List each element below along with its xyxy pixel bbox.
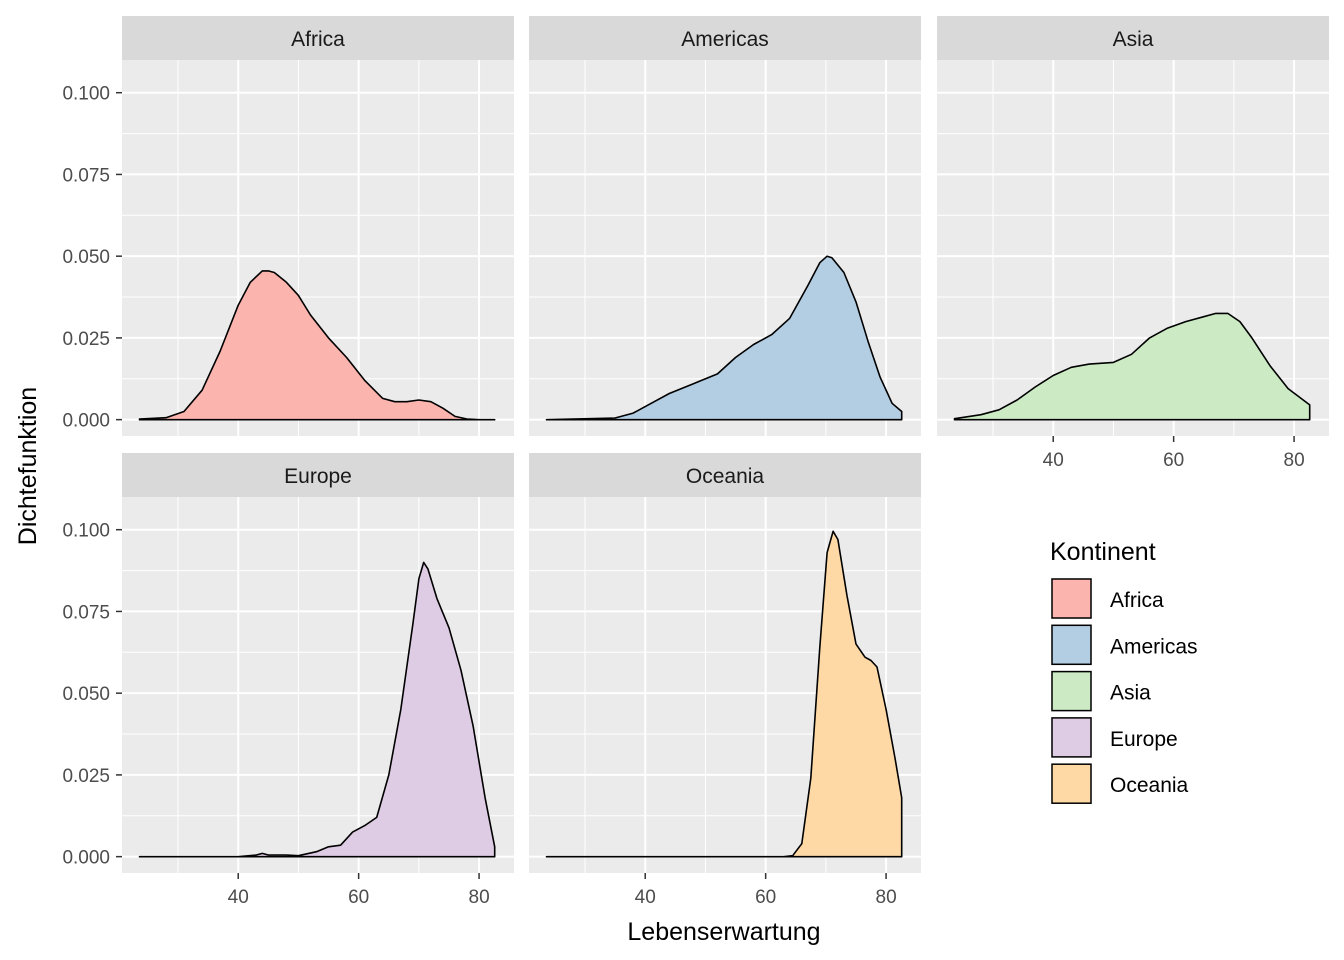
facet-strip	[122, 16, 514, 60]
facet-strip-label: Africa	[291, 28, 345, 51]
legend-items: Africa Americas Asia Europe Oceania	[1051, 578, 1198, 805]
facet-strip	[122, 453, 514, 497]
y-tick-label: 0.025	[62, 766, 110, 787]
facet-panel-oceania: Oceania	[529, 453, 921, 873]
legend-item-africa: Africa	[1051, 578, 1164, 619]
y-tick-label: 0.075	[62, 165, 110, 186]
legend-title: Kontinent	[1050, 538, 1156, 566]
legend-swatch	[1051, 624, 1092, 666]
x-tick-label: 60	[755, 887, 776, 908]
legend-swatch	[1051, 670, 1092, 712]
legend-item-asia: Asia	[1051, 670, 1151, 712]
x-tick-label: 40	[228, 887, 249, 908]
legend: Kontinent Africa Americas Asia Europe Oceani…	[1050, 538, 1198, 805]
facet-strip-label: Europe	[284, 465, 352, 488]
x-tick-label: 80	[876, 887, 897, 908]
x-axis-title: Lebenserwartung	[627, 918, 820, 946]
legend-item-oceania: Oceania	[1051, 763, 1189, 805]
y-tick-label: 0.050	[62, 247, 110, 268]
facet-panel-asia: Asia	[937, 16, 1329, 436]
legend-swatch	[1051, 578, 1092, 619]
legend-item-americas: Americas	[1051, 624, 1198, 666]
facet-strip	[529, 453, 921, 497]
facet-panel-europe: Europe	[122, 453, 514, 873]
y-axis-title: Dichtefunktion	[14, 387, 42, 545]
facet-strip-label: Americas	[681, 28, 769, 51]
density-area-europe	[138, 561, 496, 858]
y-tick-label: 0.050	[62, 684, 110, 705]
y-tick-label: 0.025	[62, 329, 110, 350]
legend-label: Oceania	[1110, 774, 1189, 797]
x-tick-label: 40	[635, 887, 656, 908]
facet-panels: Africa Americas Asia Europe Oceania	[122, 16, 1329, 873]
y-tick-label: 0.100	[62, 84, 110, 105]
facet-strip-label: Oceania	[686, 465, 765, 488]
legend-label: Europe	[1110, 728, 1178, 751]
legend-label: Africa	[1110, 589, 1164, 612]
axes: 0.000 0.025 0.050 0.075 0.100 40 60 80 0.000 0.02…	[62, 84, 1304, 908]
facet-panel-africa: Africa	[122, 16, 514, 436]
facet-strip	[529, 16, 921, 60]
facet-panel-americas: Americas	[529, 16, 921, 436]
y-tick-label: 0.000	[62, 411, 110, 432]
x-tick-label: 60	[1163, 450, 1184, 471]
x-tick-label: 80	[1284, 450, 1305, 471]
x-tick-label: 80	[469, 887, 490, 908]
legend-swatch	[1051, 763, 1092, 804]
facet-strip-label: Asia	[1113, 28, 1154, 51]
facet-strip	[937, 16, 1329, 60]
y-tick-label: 0.100	[62, 521, 110, 542]
y-tick-label: 0.000	[62, 848, 110, 869]
y-tick-label: 0.075	[62, 602, 110, 623]
density-area-africa	[138, 270, 496, 421]
legend-label: Americas	[1110, 635, 1198, 658]
density-area-americas	[545, 255, 903, 421]
density-area-oceania	[545, 530, 903, 858]
legend-item-europe: Europe	[1051, 716, 1178, 758]
x-tick-label: 40	[1043, 450, 1064, 471]
legend-swatch	[1051, 717, 1092, 758]
legend-label: Asia	[1110, 682, 1151, 705]
density-area-asia	[953, 312, 1311, 421]
x-tick-label: 60	[348, 887, 369, 908]
